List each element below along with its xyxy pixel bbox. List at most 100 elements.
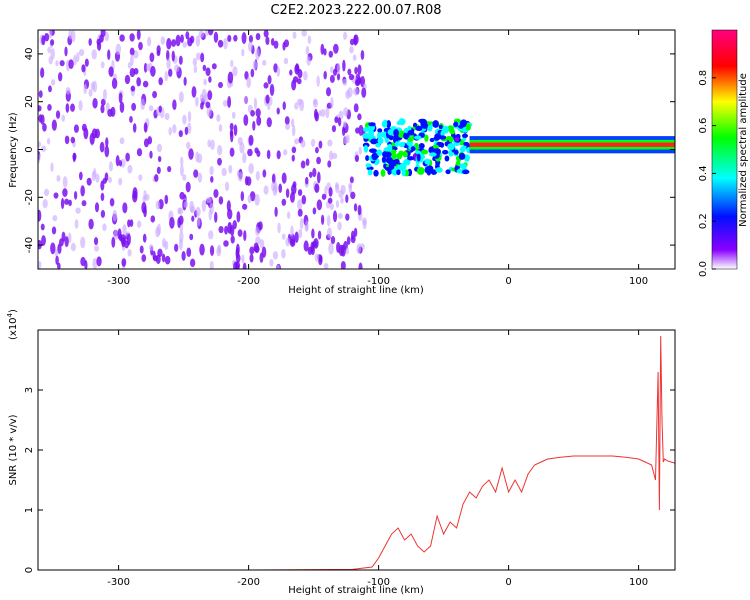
heatmap-cell [156, 50, 161, 57]
heatmap-cell [149, 52, 155, 63]
heatmap-cell [164, 240, 169, 251]
snr-ytick-label: 1 [24, 507, 35, 513]
heatmap-cell [148, 244, 154, 251]
heatmap-cell [337, 221, 342, 231]
heatmap-cell [246, 176, 252, 186]
heatmap-cell [262, 59, 267, 66]
heatmap-cell [432, 144, 440, 149]
heatmap-cell [136, 77, 142, 87]
heatmap-cell [58, 238, 64, 247]
heatmap-cell [127, 164, 133, 174]
heatmap-cell [161, 253, 166, 263]
multiplier-exp: 4 [6, 312, 14, 317]
heatmap-cell [248, 134, 254, 146]
heatmap-cell [421, 123, 429, 129]
colorbar-tick-label: 0.4 [698, 165, 709, 181]
heatmap-cell [38, 153, 41, 164]
heatmap-cell [148, 105, 154, 112]
heatmap-cell [100, 210, 106, 218]
heatmap-cell [312, 167, 317, 178]
heatmap-cell [201, 199, 207, 212]
heatmap-cell [107, 176, 113, 183]
heatmap-cell [255, 32, 261, 41]
heatmap-cell [117, 228, 122, 240]
spectrogram-ytick-label: 40 [24, 48, 35, 61]
heatmap-cell [320, 43, 325, 55]
heatmap-cell [332, 210, 338, 223]
heatmap-cell [316, 199, 323, 211]
heatmap-cell [283, 149, 288, 156]
heatmap-cell [55, 110, 61, 119]
heatmap-cell [168, 68, 173, 77]
spectrogram-ytick-label: 20 [24, 95, 35, 108]
heatmap-cell [172, 99, 177, 111]
heatmap-cell [42, 198, 48, 209]
heatmap-cell [150, 215, 156, 223]
heatmap-cell [255, 108, 261, 118]
heatmap-cell [276, 150, 281, 160]
heatmap-cell [132, 187, 138, 199]
heatmap-cell [136, 220, 142, 228]
heatmap-cell [88, 38, 92, 46]
heatmap-cell [258, 221, 263, 231]
heatmap-cell [217, 39, 224, 48]
heatmap-cell [305, 45, 310, 56]
heatmap-cell [295, 63, 300, 72]
heatmap-cell [346, 236, 351, 245]
heatmap-cell [40, 67, 45, 78]
heatmap-cell [308, 171, 313, 178]
heatmap-cell [323, 48, 327, 56]
heatmap-cell [196, 216, 201, 227]
heatmap-cell [178, 215, 184, 225]
heatmap-cell [371, 152, 378, 161]
heatmap-cell [125, 152, 130, 162]
heatmap-cell [129, 47, 135, 56]
heatmap-cell [130, 54, 134, 67]
heatmap-cell [291, 124, 296, 137]
heatmap-cell [57, 72, 63, 82]
heatmap-cell [38, 90, 43, 98]
heatmap-cell [327, 197, 333, 204]
heatmap-cell [441, 125, 449, 134]
heatmap-cell [227, 71, 234, 84]
heatmap-cell [136, 148, 143, 157]
heatmap-cell [268, 96, 273, 106]
heatmap-cell [396, 152, 403, 160]
colorbar-ticks: 0.0 0.2 0.4 0.6 0.8 [698, 70, 716, 277]
heatmap-cell [130, 85, 136, 92]
heatmap-cell [183, 201, 189, 209]
heatmap-cell [181, 251, 186, 261]
heatmap-cell [291, 146, 297, 154]
colorbar-gradient [711, 29, 738, 270]
heatmap-cell [353, 87, 359, 96]
colorbar-tick-label: 0.2 [698, 213, 709, 229]
heatmap-cell [307, 35, 312, 44]
heatmap-cell [164, 70, 168, 82]
heatmap-cell [230, 130, 234, 143]
heatmap-cell [399, 164, 405, 171]
heatmap-cell [52, 214, 58, 222]
heatmap-cell [178, 55, 183, 65]
heatmap-cell [328, 187, 333, 197]
heatmap-cell [167, 165, 172, 173]
multiplier-close: ) [8, 309, 19, 313]
heatmap-cell [149, 150, 153, 159]
heatmap-cell [407, 136, 414, 142]
heatmap-cell [256, 115, 262, 126]
heatmap-cell [349, 46, 354, 54]
heatmap-cell [78, 48, 85, 56]
heatmap-cell [299, 218, 304, 230]
heatmap-cell [68, 59, 74, 70]
heatmap-cell [53, 192, 59, 199]
heatmap-cell [416, 153, 421, 162]
heatmap-cell [303, 70, 308, 81]
heatmap-cell [330, 97, 334, 109]
colorbar-tick-label: 0.6 [698, 118, 709, 134]
heatmap-cell [199, 243, 205, 256]
heatmap-cell [330, 236, 336, 245]
heatmap-cell [353, 103, 359, 113]
heatmap-cell [246, 76, 252, 89]
heatmap-cell [320, 108, 326, 118]
heatmap-cell [228, 164, 233, 174]
heatmap-cell [266, 117, 272, 128]
